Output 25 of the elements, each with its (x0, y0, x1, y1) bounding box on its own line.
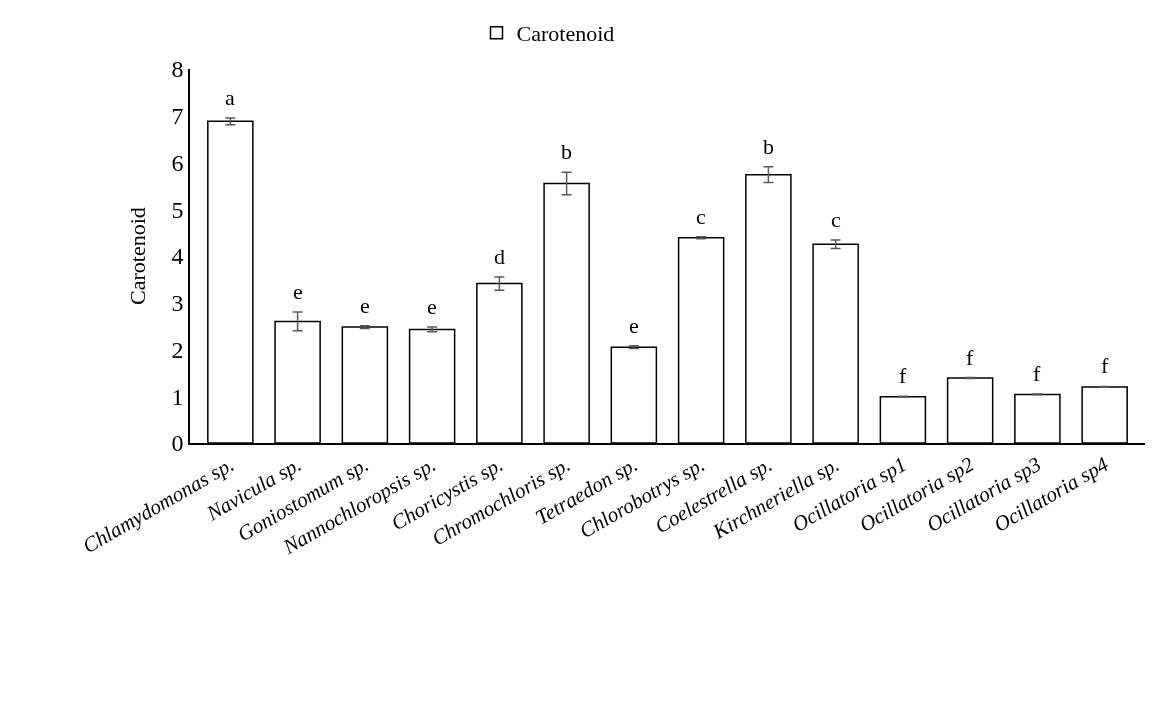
annotation: e (427, 294, 437, 319)
y-tick-label: 5 (171, 196, 184, 223)
annotation: b (561, 139, 572, 164)
annotation: c (696, 204, 706, 229)
annotation: c (831, 207, 841, 232)
y-tick-label: 8 (171, 56, 184, 83)
y-tick-label: 7 (171, 103, 184, 130)
annotation: d (494, 244, 505, 269)
annotation: f (1033, 361, 1041, 386)
y-tick-label: 2 (171, 336, 184, 363)
legend-label: Carotenoid (516, 21, 615, 47)
annotation: f (899, 363, 907, 388)
y-tick-label: 0 (171, 430, 184, 457)
annotation: e (629, 313, 639, 338)
annotation: b (763, 134, 774, 159)
annotation: f (1101, 353, 1109, 378)
annotation: a (225, 85, 235, 110)
y-tick-label: 1 (171, 383, 184, 410)
annotation: f (966, 345, 974, 370)
y-tick-label: 4 (171, 243, 184, 270)
y-tick-label: 6 (171, 149, 184, 176)
annotation: e (360, 293, 370, 318)
y-axis-title: Carotenoid (124, 207, 150, 305)
annotation: e (293, 279, 303, 304)
y-tick-label: 3 (171, 290, 184, 317)
